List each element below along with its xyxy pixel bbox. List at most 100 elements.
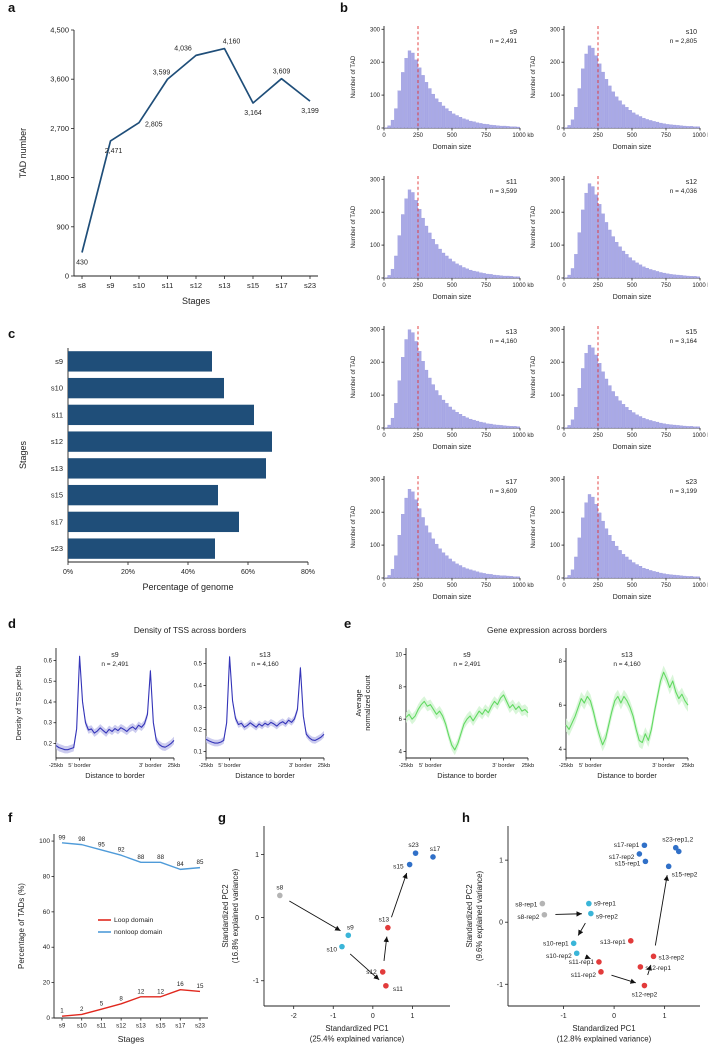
svg-text:Domain size: Domain size (613, 144, 652, 151)
svg-text:0%: 0% (63, 569, 73, 576)
svg-text:Domain size: Domain size (433, 594, 472, 601)
svg-text:Number of TAD: Number of TAD (530, 355, 537, 398)
svg-text:s12-rep2: s12-rep2 (632, 992, 658, 999)
svg-text:s9: s9 (347, 924, 354, 931)
domain-size-histogram-4: 0 100 200 300 Number of TAD 0 250 500 750 1000 kb… (530, 176, 708, 301)
svg-text:s13: s13 (51, 464, 63, 473)
svg-text:1000 kb: 1000 kb (692, 283, 708, 289)
svg-text:Domain size: Domain size (433, 444, 472, 451)
svg-text:1: 1 (255, 852, 259, 859)
svg-text:250: 250 (413, 583, 424, 589)
svg-text:Number of TAD: Number of TAD (530, 505, 537, 548)
svg-text:s12: s12 (116, 1023, 127, 1030)
svg-text:80: 80 (43, 873, 51, 880)
svg-text:500: 500 (627, 583, 638, 589)
domain-size-histogram-8: 0 100 200 300 Number of TAD 0 250 500 750 1000 kb… (530, 476, 708, 601)
svg-text:s17-rep2: s17-rep2 (609, 854, 635, 861)
tss-density-profile-chart: Density of TSS across borders Density of … (14, 625, 330, 780)
svg-text:Number of TAD: Number of TAD (350, 355, 357, 398)
svg-text:n = 3,599: n = 3,599 (490, 188, 518, 195)
svg-text:300: 300 (370, 327, 381, 333)
svg-text:3' border: 3' border (652, 763, 675, 769)
svg-text:25kb: 25kb (168, 763, 181, 769)
svg-text:s9-rep2: s9-rep2 (596, 914, 618, 921)
svg-text:s10: s10 (686, 29, 697, 36)
svg-text:0: 0 (382, 583, 386, 589)
svg-text:6: 6 (399, 717, 403, 723)
svg-text:5' border: 5' border (218, 763, 241, 769)
svg-text:n = 4,160: n = 4,160 (490, 338, 518, 345)
svg-text:s23: s23 (408, 842, 419, 849)
svg-text:TAD number: TAD number (18, 128, 28, 178)
svg-text:10: 10 (395, 652, 402, 658)
svg-text:300: 300 (370, 177, 381, 183)
svg-text:80%: 80% (301, 569, 315, 576)
domain-size-histogram-5: 0 100 200 300 Number of TAD 0 250 500 750 1000 kb… (350, 326, 534, 451)
svg-text:0: 0 (377, 126, 381, 132)
svg-text:Density of TSS across borders: Density of TSS across borders (134, 625, 246, 635)
svg-text:200: 200 (550, 60, 561, 66)
svg-text:Loop domain: Loop domain (114, 917, 154, 924)
svg-text:100: 100 (39, 838, 50, 845)
svg-text:1000 kb: 1000 kb (692, 133, 708, 139)
svg-text:99: 99 (59, 834, 66, 841)
svg-text:-1: -1 (253, 978, 259, 985)
svg-text:s10: s10 (326, 947, 337, 954)
domain-size-histogram-7: 0 100 200 300 Number of TAD 0 250 500 750 1000 kb… (350, 476, 534, 601)
svg-text:s12: s12 (686, 179, 697, 186)
svg-text:s17: s17 (506, 479, 517, 486)
svg-text:Number of TAD: Number of TAD (530, 55, 537, 98)
svg-text:0: 0 (382, 133, 386, 139)
svg-text:500: 500 (447, 133, 458, 139)
svg-text:Standardized PC2: Standardized PC2 (465, 884, 474, 947)
svg-text:s9-rep1: s9-rep1 (594, 901, 616, 908)
svg-text:750: 750 (481, 583, 492, 589)
svg-text:Distance to border: Distance to border (597, 771, 657, 780)
svg-text:20: 20 (43, 980, 51, 987)
svg-text:Percentage of TADs (%): Percentage of TADs (%) (17, 883, 26, 969)
svg-text:95: 95 (98, 841, 105, 848)
svg-text:-25kb: -25kb (199, 763, 214, 769)
svg-text:40%: 40% (181, 569, 195, 576)
svg-text:s15: s15 (686, 329, 697, 336)
svg-text:s9: s9 (510, 29, 518, 36)
svg-text:8: 8 (399, 685, 403, 691)
svg-text:-1: -1 (560, 1013, 566, 1020)
svg-text:250: 250 (413, 133, 424, 139)
pca-scatter-stages: -2 -1 0 1 -1 0 1 Standardized PC1 (25.4% explain… (221, 826, 450, 1044)
svg-text:s12: s12 (366, 969, 377, 976)
svg-text:Domain size: Domain size (613, 444, 652, 451)
svg-text:n = 2,805: n = 2,805 (670, 38, 698, 45)
svg-text:Standardized PC1: Standardized PC1 (572, 1024, 635, 1033)
svg-text:s10: s10 (77, 1023, 88, 1030)
svg-text:Stages: Stages (118, 1034, 144, 1044)
svg-text:s23: s23 (304, 281, 316, 290)
svg-text:200: 200 (550, 360, 561, 366)
svg-text:85: 85 (197, 859, 204, 866)
svg-text:s13: s13 (621, 652, 632, 659)
svg-text:1: 1 (410, 1013, 414, 1020)
svg-text:750: 750 (481, 283, 492, 289)
svg-text:300: 300 (550, 27, 561, 33)
panel-a-label: a (8, 0, 16, 15)
svg-text:Number of TAD: Number of TAD (530, 205, 537, 248)
svg-text:88: 88 (157, 854, 164, 861)
svg-text:500: 500 (627, 283, 638, 289)
svg-text:Domain size: Domain size (433, 144, 472, 151)
svg-text:s9: s9 (107, 281, 115, 290)
svg-text:Domain size: Domain size (613, 294, 652, 301)
svg-text:300: 300 (550, 477, 561, 483)
svg-text:200: 200 (370, 60, 381, 66)
svg-text:nonloop domain: nonloop domain (114, 929, 163, 936)
svg-text:3' border: 3' border (492, 763, 515, 769)
svg-text:500: 500 (627, 433, 638, 439)
svg-text:s13: s13 (379, 917, 390, 924)
domain-size-histogram-3: 0 100 200 300 Number of TAD 0 250 500 750 1000 kb… (350, 176, 534, 301)
svg-text:Distance to border: Distance to border (437, 771, 497, 780)
svg-text:Distance to border: Distance to border (235, 771, 295, 780)
svg-text:900: 900 (56, 222, 69, 231)
svg-text:s9: s9 (463, 652, 471, 659)
svg-text:0.3: 0.3 (44, 721, 53, 727)
svg-text:84: 84 (177, 861, 184, 868)
svg-text:s17: s17 (175, 1023, 186, 1030)
